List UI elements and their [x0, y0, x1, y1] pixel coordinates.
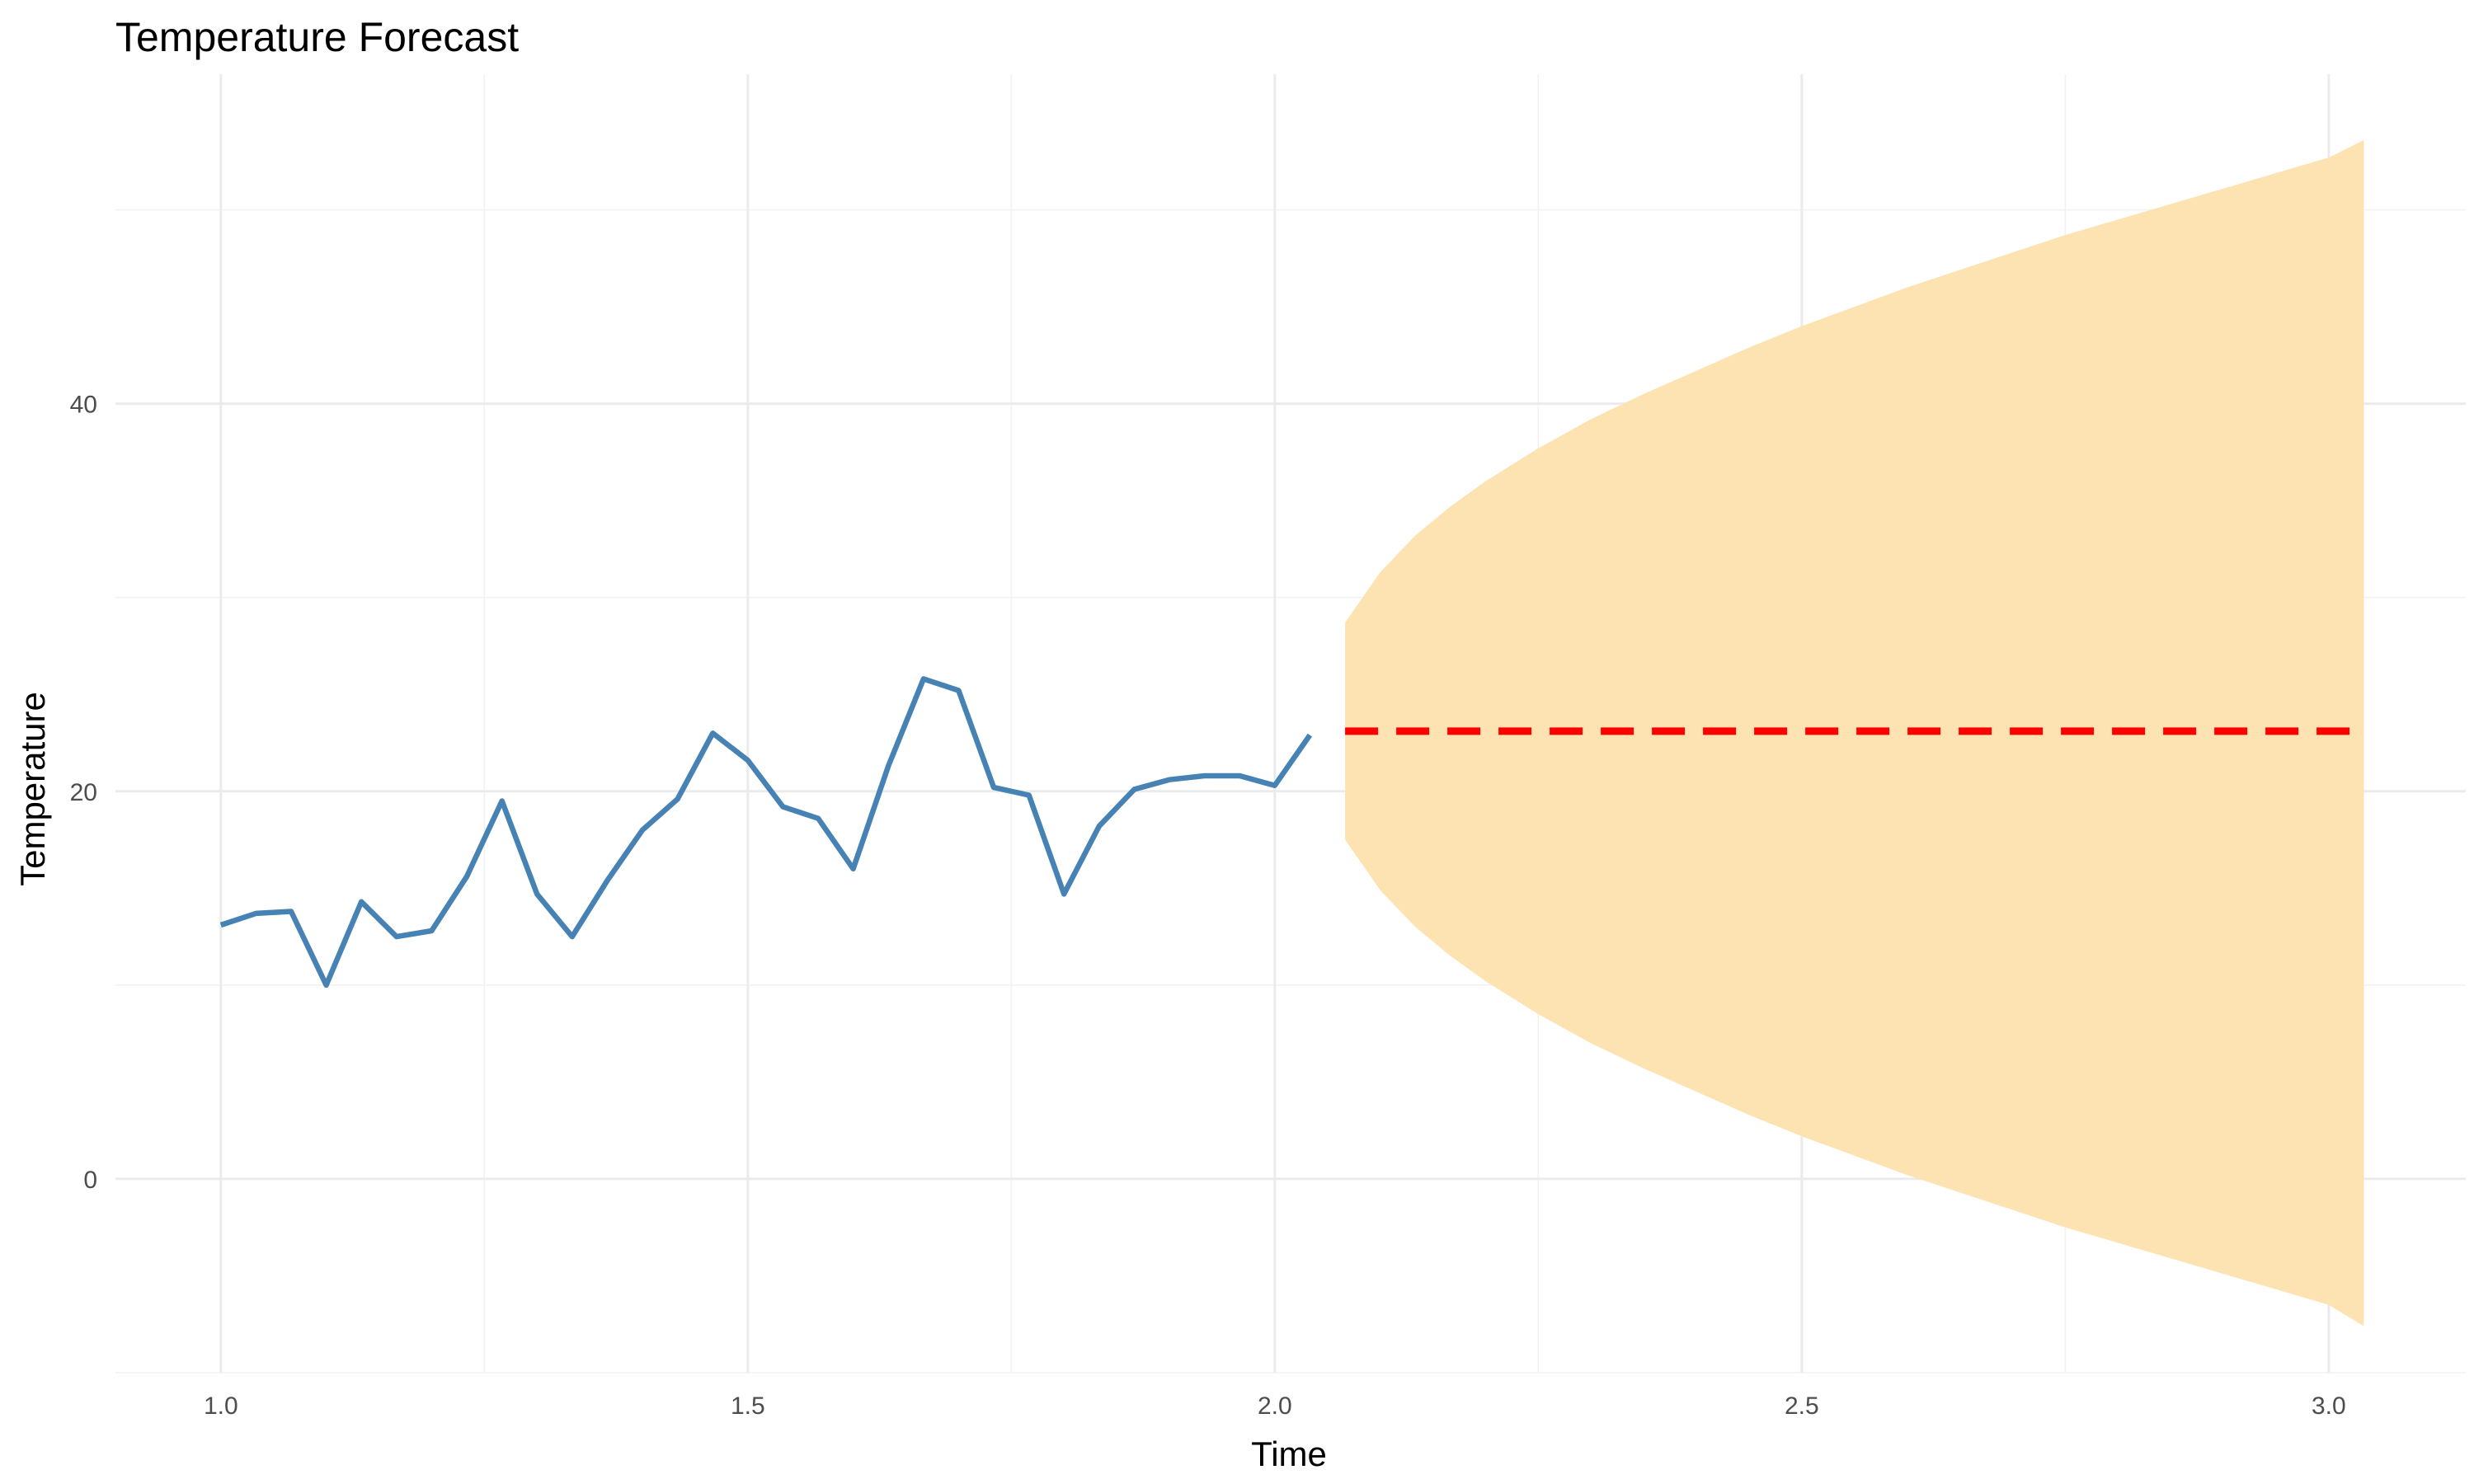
x-tick-label: 2.0	[1258, 1392, 1292, 1420]
x-tick-label: 2.5	[1785, 1392, 1819, 1420]
x-tick-label: 1.5	[731, 1392, 765, 1420]
chart-title: Temperature Forecast	[115, 14, 519, 60]
series-lines-layer	[219, 676, 2364, 989]
x-tick-label: 3.0	[2312, 1392, 2346, 1420]
y-tick-label: 40	[70, 392, 97, 419]
y-tick-label: 0	[83, 1167, 97, 1194]
x-tick-label: 1.0	[204, 1392, 238, 1420]
observed-temperature-line	[219, 676, 1313, 989]
y-tick-label: 20	[70, 779, 97, 806]
tick-labels-layer: 1.0 1.5 2.0 2.5 3.0 0 20 40	[70, 392, 2346, 1420]
x-axis-title: Time	[1251, 1435, 1327, 1473]
forecast-interval-layer	[1345, 139, 2364, 1327]
major-gridlines	[115, 74, 2466, 1373]
y-axis-title: Temperature	[13, 692, 52, 886]
forecast-interval-band	[1345, 139, 2364, 1327]
